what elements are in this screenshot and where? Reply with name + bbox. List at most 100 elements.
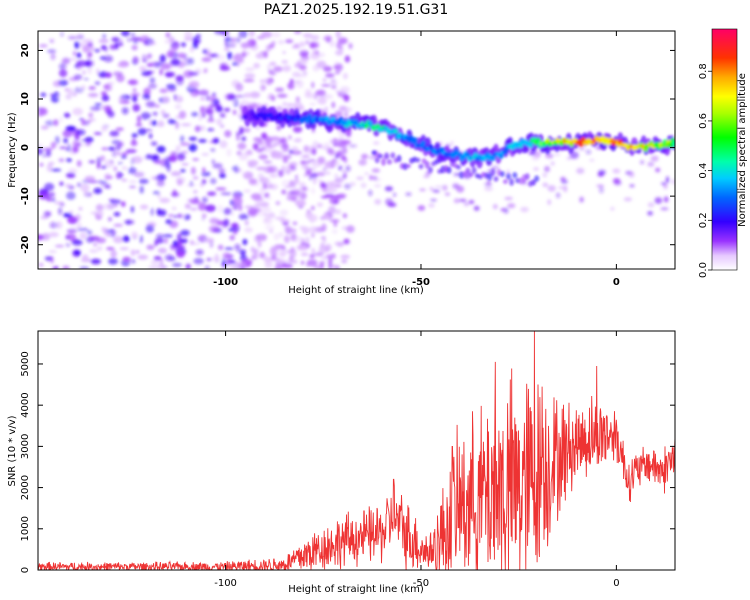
ridge-branch xyxy=(396,154,402,163)
noise-blob xyxy=(343,94,350,102)
noise-blob xyxy=(263,160,273,164)
noise-blob xyxy=(179,238,188,244)
noise-blob xyxy=(112,71,123,77)
noise-blob xyxy=(544,165,550,173)
noise-blob xyxy=(306,209,311,213)
noise-blob xyxy=(255,211,266,217)
noise-blob xyxy=(132,104,141,112)
noise-blob xyxy=(87,66,92,75)
noise-blob xyxy=(325,73,335,78)
colorbar-tick-label: 0.4 xyxy=(698,163,709,179)
colorbar-tick-label: 0.8 xyxy=(698,63,709,79)
noise-blob xyxy=(504,196,513,201)
noise-blob xyxy=(331,84,337,90)
noise-blob xyxy=(317,156,326,164)
noise-blob xyxy=(555,192,561,199)
noise-blob xyxy=(311,187,315,195)
ridge-core xyxy=(490,154,496,161)
noise-blob xyxy=(214,31,225,35)
noise-blob xyxy=(309,173,313,181)
noise-blob xyxy=(265,207,272,212)
noise-blob xyxy=(90,258,102,265)
noise-blob xyxy=(266,64,271,71)
noise-blob xyxy=(246,51,250,56)
noise-blob xyxy=(328,256,333,265)
noise-blob xyxy=(105,229,114,233)
noise-blob xyxy=(44,182,55,191)
noise-blob xyxy=(93,132,102,135)
noise-blob xyxy=(251,39,256,46)
ridge-core xyxy=(367,120,373,126)
noise-blob xyxy=(201,57,212,62)
noise-blob xyxy=(304,88,312,94)
noise-blob xyxy=(138,178,149,184)
noise-blob xyxy=(263,51,268,59)
ridge-core xyxy=(393,128,399,134)
noise-blob xyxy=(259,83,266,92)
noise-blob xyxy=(336,41,343,50)
noise-blob xyxy=(269,71,277,76)
noise-blob xyxy=(384,186,393,192)
ridge-core xyxy=(498,153,504,159)
noise-blob xyxy=(174,104,182,110)
noise-blob xyxy=(325,65,330,71)
noise-blob xyxy=(75,129,86,136)
noise-blob xyxy=(334,71,341,75)
snr-y-label: SNR (10 * v/v) xyxy=(7,415,18,486)
noise-blob xyxy=(50,53,56,61)
noise-blob xyxy=(39,44,48,48)
noise-blob xyxy=(321,213,331,220)
noise-blob xyxy=(211,159,215,164)
noise-blob xyxy=(250,246,255,253)
noise-blob xyxy=(81,139,88,143)
noise-blob xyxy=(50,141,57,149)
noise-blob xyxy=(131,32,135,37)
ridge-branch xyxy=(531,179,536,186)
noise-blob xyxy=(108,217,112,222)
noise-blob xyxy=(297,74,308,78)
noise-blob xyxy=(128,79,139,86)
noise-blob xyxy=(322,78,327,83)
noise-blob xyxy=(655,167,661,173)
noise-blob xyxy=(55,221,63,229)
noise-blob xyxy=(285,170,291,175)
noise-blob xyxy=(40,92,47,97)
noise-blob xyxy=(610,206,615,211)
noise-blob xyxy=(279,244,285,249)
noise-blob xyxy=(63,112,71,118)
noise-blob xyxy=(139,185,144,194)
noise-blob xyxy=(59,116,63,123)
noise-blob xyxy=(110,249,117,258)
noise-blob xyxy=(340,254,351,259)
noise-blob xyxy=(306,259,318,267)
noise-blob xyxy=(145,70,155,74)
noise-speckle xyxy=(38,31,675,269)
x-tick-label: 0 xyxy=(613,578,619,589)
noise-blob xyxy=(99,74,107,78)
noise-blob xyxy=(579,196,584,203)
noise-blob xyxy=(40,125,49,130)
noise-blob xyxy=(184,203,191,209)
noise-blob xyxy=(335,50,344,56)
noise-blob xyxy=(218,168,226,175)
noise-blob xyxy=(101,45,107,50)
colorbar-label: Normalized spectral amplitude xyxy=(737,73,748,227)
noise-blob xyxy=(100,155,105,162)
noise-blob xyxy=(86,119,92,124)
noise-blob xyxy=(102,33,106,39)
noise-blob xyxy=(275,201,281,206)
noise-blob xyxy=(175,176,186,183)
noise-blob xyxy=(121,178,128,182)
noise-blob xyxy=(73,87,84,94)
noise-blob xyxy=(453,198,460,204)
noise-blob xyxy=(341,146,348,155)
noise-blob xyxy=(232,109,237,115)
ridge-branch xyxy=(384,152,390,159)
noise-blob xyxy=(253,62,260,69)
noise-blob xyxy=(58,158,65,162)
noise-blob xyxy=(387,202,397,208)
colorbar-frame xyxy=(711,28,738,271)
noise-blob xyxy=(256,166,266,171)
noise-blob xyxy=(329,219,340,223)
